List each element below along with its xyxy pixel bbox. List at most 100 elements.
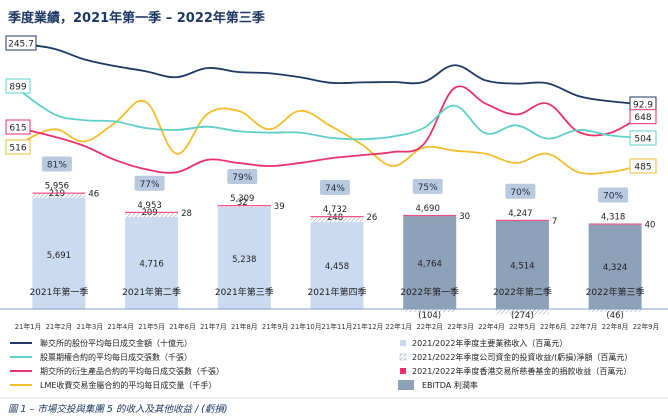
legend-badge-swatch (398, 380, 414, 390)
core-label: 4,764 (418, 259, 442, 269)
legend-line-label: 聯交所的股份平均每日成交金額（十億元） (40, 338, 192, 348)
legend-bar-label: EBITDA 利潤率 (422, 380, 478, 390)
core-label: 4,514 (510, 262, 534, 272)
donation-label: 30 (459, 212, 470, 222)
x-tick-label: 21年10月 (291, 322, 322, 331)
series-start-label: 245.7 (8, 40, 34, 50)
investment-label: (104) (418, 311, 441, 321)
x-tick-label: 21年12月 (352, 322, 383, 331)
legend-line-label: LME收費交易金屬合約的平均每日成交量（千手） (40, 380, 216, 390)
series-line (13, 85, 641, 141)
x-tick-label: 21年6月 (169, 322, 196, 331)
x-tick-label: 22年4月 (478, 322, 505, 331)
bar-core-revenue (125, 217, 179, 309)
x-tick-label: 21年5月 (138, 322, 165, 331)
core-label: 4,458 (325, 262, 349, 272)
legend-bar-swatch (400, 340, 406, 346)
ebitda-badge (320, 180, 350, 196)
quarter-label: 2022年第一季 (400, 286, 459, 298)
total-label: 4,732 (323, 205, 347, 215)
quarter-label: 2022年第三季 (586, 286, 645, 298)
x-tick-label: 21年11月 (322, 322, 353, 331)
core-label: 4,324 (603, 263, 627, 273)
x-tick-label: 22年6月 (540, 322, 567, 331)
bar-donation-income (495, 219, 549, 221)
bar-core-revenue (495, 220, 549, 309)
bar-donation-income (32, 192, 86, 194)
series-end-box (629, 130, 657, 146)
quarter-label: 2021年第四季 (308, 286, 367, 298)
bar-investment-income (217, 206, 271, 207)
x-tick-label: 21年1月 (15, 322, 42, 331)
bar-investment-loss (495, 309, 549, 315)
donation-label: 26 (367, 213, 378, 223)
legend-bar-label: 2021/2022年季度主要業務收入（百萬元） (412, 338, 567, 348)
bar-core-revenue (217, 206, 271, 309)
ebitda-badge (412, 178, 443, 194)
legend: 聯交所的股份平均每日成交金額（十億元） 股票期權合約的平均每日成交張數（千張） 期交… (10, 338, 632, 390)
x-tick-label: 22年1月 (386, 322, 413, 331)
donation-label: 28 (181, 209, 192, 219)
investment-label: 209 (141, 208, 157, 218)
bar-donation-income (217, 205, 271, 207)
series-end-box (629, 109, 657, 125)
donation-label: 7 (552, 217, 557, 227)
bar-donation-income (310, 216, 364, 218)
quarter-label: 2021年第一季 (29, 286, 88, 298)
total-label: 4,247 (508, 209, 532, 219)
ebitda-margin-label: 74% (325, 184, 345, 194)
investment-label: 32 (237, 198, 248, 208)
x-tick-label: 21年3月 (77, 322, 104, 331)
investment-label: 248 (327, 213, 343, 223)
x-tick-label: 22年3月 (447, 322, 474, 331)
series-start-label: 615 (9, 124, 26, 134)
x-tick-label: 21年7月 (200, 322, 227, 331)
series-start-label: 516 (9, 144, 26, 154)
bar-core-revenue (310, 222, 364, 309)
x-tick-label: 21年2月 (46, 322, 73, 331)
series-start-label: 899 (9, 83, 26, 93)
bar-core-revenue (32, 198, 86, 309)
series-end-box (629, 158, 657, 174)
bar-investment-loss (588, 309, 642, 312)
bar-core-revenue (588, 224, 642, 309)
bar-layer: 219 46 5,956 5,691 2021年第一季 81% 209 28 4,953 4,71… (29, 156, 656, 321)
legend-line-label: 期交所的衍生產品合約的平均每日成交張數（千張） (40, 366, 224, 376)
x-tick-label: 22年7月 (571, 322, 598, 331)
total-label: 4,318 (601, 212, 625, 222)
legend-bar-swatch (400, 368, 406, 374)
line-series-layer: 245.7 92.9 899 504 615 648 516 485 (5, 35, 657, 175)
series-line (13, 99, 641, 175)
legend-bar-swatch (399, 353, 407, 361)
ebitda-badge (41, 156, 72, 172)
quarter-label: 2021年第二季 (122, 286, 181, 298)
bar-donation-income (125, 211, 179, 213)
series-end-label: 485 (634, 163, 651, 173)
total-label: 4,953 (137, 201, 161, 211)
series-start-box (5, 35, 37, 51)
legend-line-label: 股票期權合約的平均每日成交張數（千張） (40, 352, 192, 362)
series-end-label: 504 (634, 135, 651, 145)
quarter-label: 2022年第二季 (493, 286, 552, 298)
ebitda-badge (505, 183, 536, 199)
series-start-box (5, 78, 31, 94)
ebitda-badge (227, 169, 258, 185)
x-tick-label: 22年8月 (602, 322, 629, 331)
series-start-box (5, 139, 31, 155)
x-tick-label: 22年5月 (509, 322, 536, 331)
bar-investment-income (125, 212, 179, 218)
ebitda-margin-label: 75% (418, 183, 438, 193)
bar-investment-income (32, 193, 86, 199)
ebitda-badge (134, 175, 165, 191)
bar-donation-income (403, 214, 457, 217)
series-end-label: 92.9 (633, 101, 653, 111)
core-label: 5,691 (47, 251, 71, 261)
investment-label: (274) (511, 311, 534, 321)
donation-label: 46 (88, 190, 99, 200)
donation-label: 40 (645, 220, 656, 230)
ebitda-margin-label: 70% (510, 188, 530, 198)
bar-core-revenue (403, 216, 457, 309)
ebitda-margin-label: 70% (603, 191, 623, 201)
legend-bar-label: 2021/2022年季度公司資金的投資收益/(虧損)淨額（百萬元） (412, 352, 632, 362)
